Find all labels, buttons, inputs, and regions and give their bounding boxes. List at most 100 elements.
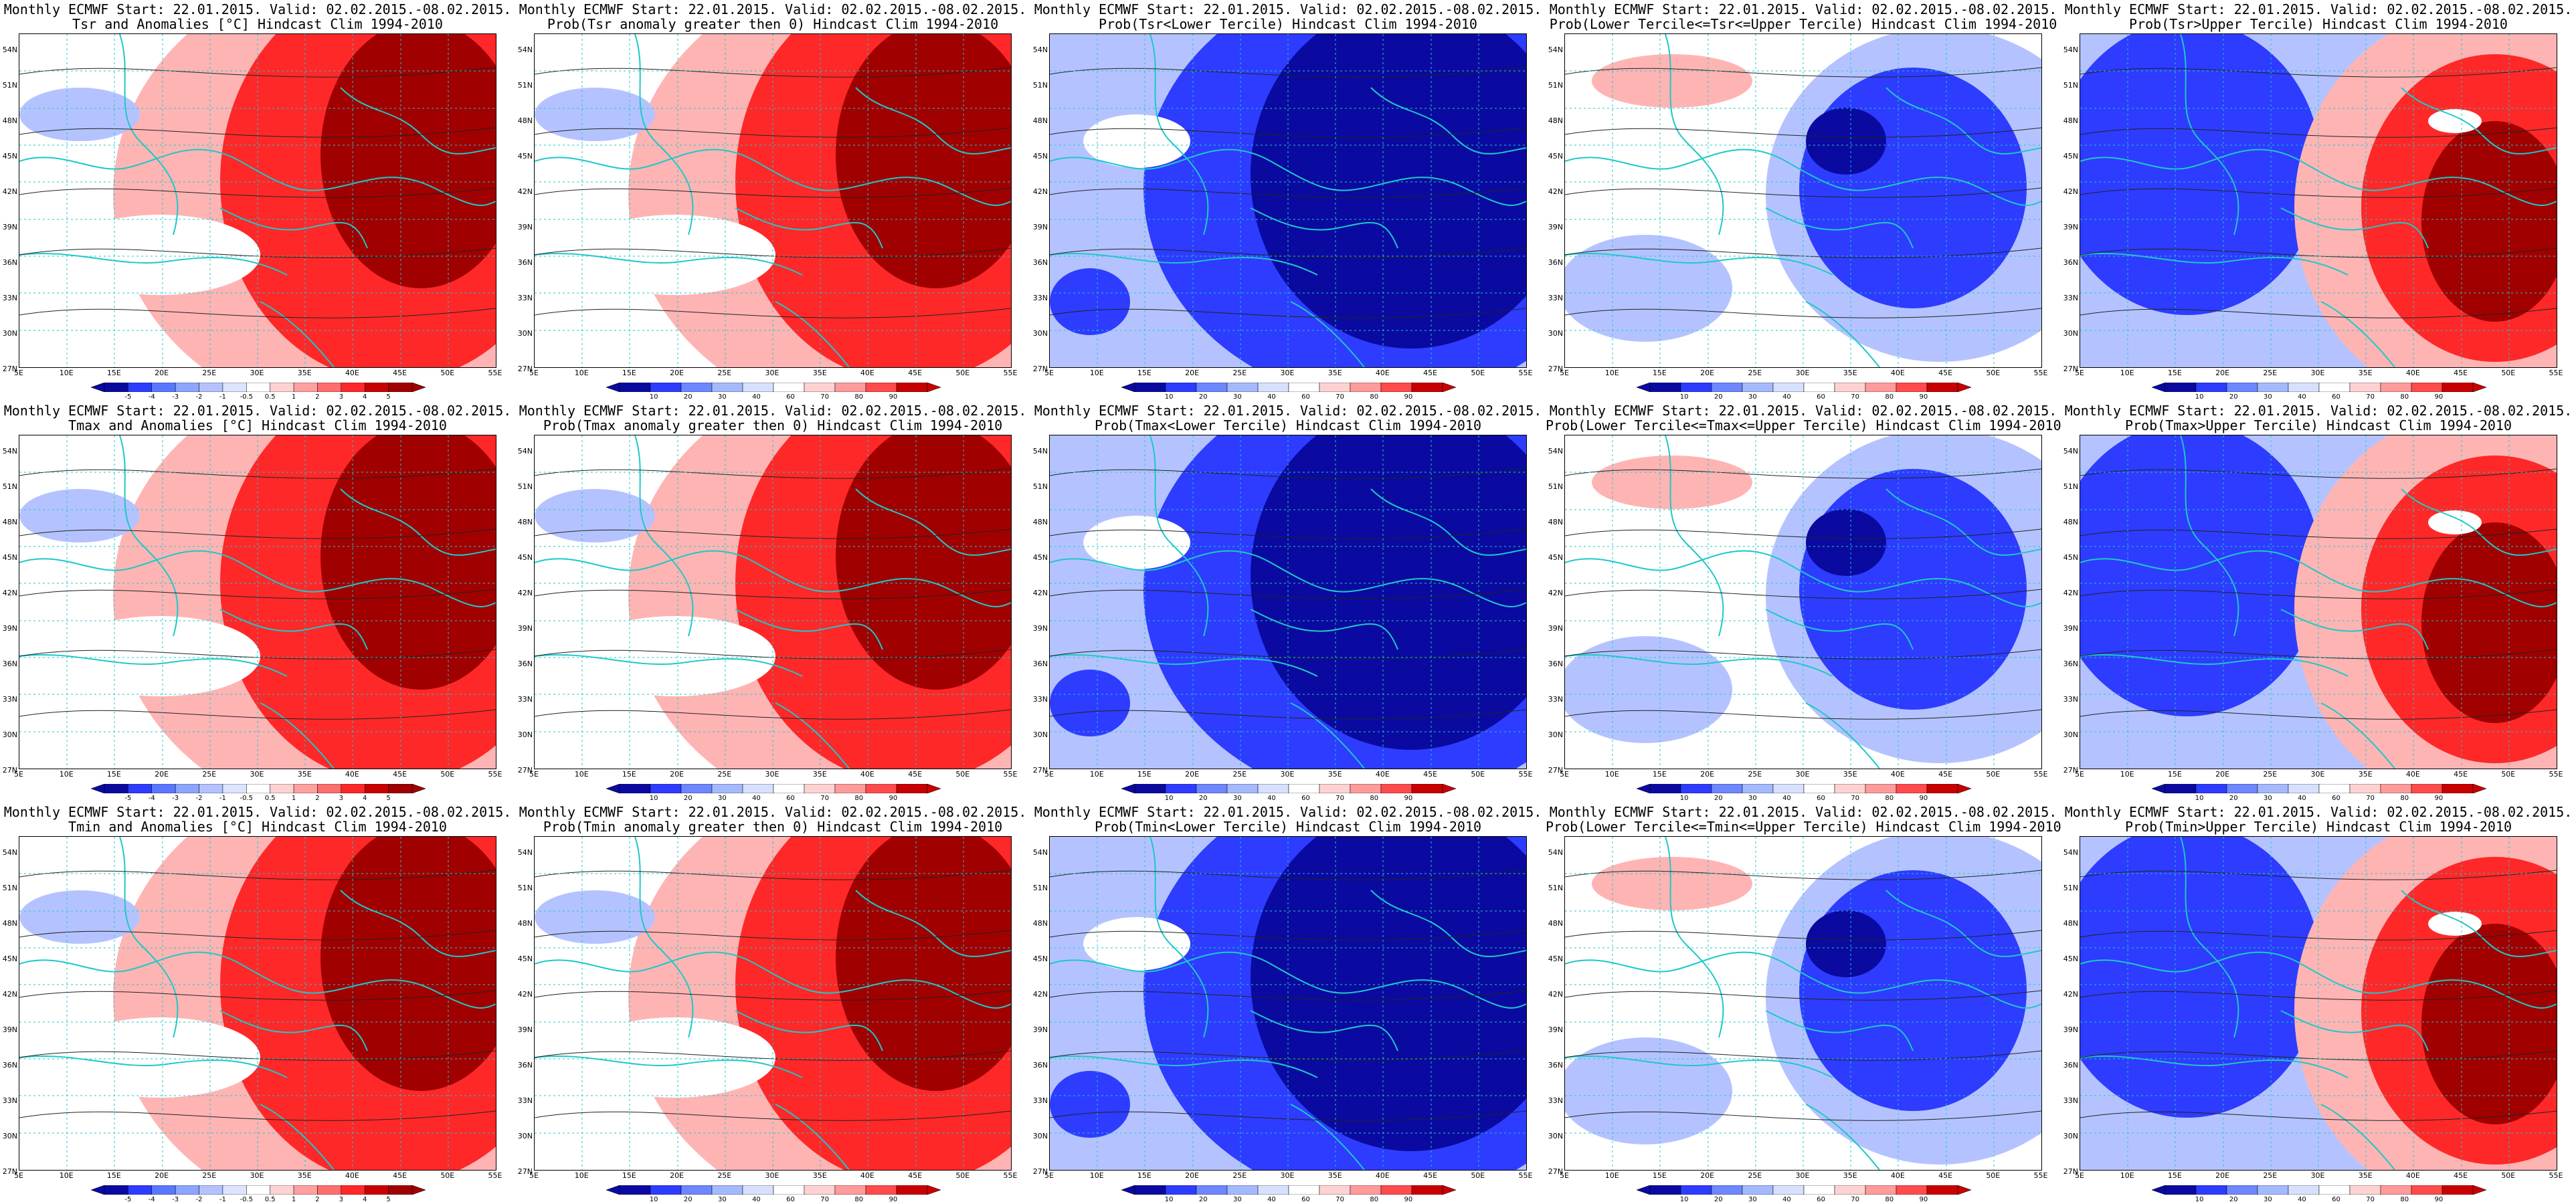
color-bar-tick: 40 [1782,393,1791,401]
longitude-label: 55E [488,369,502,377]
map-area [534,836,1012,1171]
latitude-label: 51N [2,884,17,892]
longitude-label: 45E [1423,1171,1438,1180]
latitude-label: 36N [2063,660,2078,668]
latitude-label: 54N [1032,848,1048,857]
panel-title-line2: Prob(Lower Tercile<=Tsr<=Upper Tercile) … [1549,16,2057,32]
color-bar-tick: 40 [1267,393,1276,401]
latitude-label: 39N [1548,223,1563,231]
color-bar-tick: 0.5 [264,795,276,802]
color-bar-tick: -2 [195,795,203,802]
latitude-label: 27N [1032,766,1048,775]
color-bar-tick: 0.5 [264,393,276,401]
latitude-label: 45N [517,553,533,562]
latitude-label: 33N [1032,294,1048,302]
longitude-label: 30E [250,1171,264,1180]
map-panel: Monthly ECMWF Start: 22.01.2015. Valid: … [1546,0,2061,401]
longitude-label: 40E [860,1171,875,1180]
color-bar-tick: 10 [1679,393,1689,401]
color-bar-tick: 90 [2434,393,2444,401]
latitude-label: 45N [2,553,17,562]
latitude-label: 33N [2,294,17,302]
latitude-label: 27N [2,1167,17,1176]
longitude-label: 10E [1604,369,1619,377]
longitude-label: 40E [1890,770,1905,779]
longitude-label: 55E [1003,369,1018,377]
map-area [19,836,496,1171]
longitude-label: 30E [1280,770,1295,779]
longitude-label: 55E [1518,369,1533,377]
longitude-label: 15E [622,770,636,779]
latitude-label: 54N [1548,447,1563,456]
color-bar-tick: 30 [1232,1196,1242,1203]
latitude-label: 30N [1548,1132,1563,1140]
map-field [1565,435,2041,769]
longitude-label: 15E [622,1171,636,1180]
color-bar-tick: 10 [2195,393,2204,401]
latitude-label: 39N [1548,624,1563,633]
color-bar-tick: -0.5 [240,795,254,802]
panel-title-line1: Monthly ECMWF Start: 22.01.2015. Valid: … [1549,403,2057,419]
panel-title-line2: Tmax and Anomalies [°C] Hindcast Clim 19… [68,417,447,433]
longitude-label: 25E [202,369,217,377]
longitude-label: 5E [1560,1171,1569,1180]
latitude-label: 54N [2,45,17,54]
longitude-label: 25E [2263,369,2278,377]
longitude-label: 30E [1280,369,1295,377]
latitude-label: 33N [2,695,17,704]
panel-title-line2: Prob(Tmin>Upper Tercile) Hindcast Clim 1… [2125,819,2512,835]
latitude-label: 42N [1032,187,1048,196]
longitude-label: 35E [2358,770,2373,779]
latitude-label: 33N [517,695,533,704]
latitude-label: 54N [1548,848,1563,857]
panel-title-line1: Monthly ECMWF Start: 22.01.2015. Valid: … [3,403,512,419]
longitude-label: 20E [155,770,169,779]
longitude-label: 30E [250,369,264,377]
longitude-label: 10E [1089,369,1104,377]
longitude-label: 20E [1700,1171,1715,1180]
color-bar-tick: 30 [1748,393,1757,401]
color-bar-tick: 10 [649,1196,658,1203]
map-area [2080,435,2557,769]
color-bar-tick: 90 [2434,1196,2444,1203]
latitude-label: 48N [1548,919,1563,928]
color-bar-tick: -3 [172,393,179,401]
color-bar-tick: -1 [219,1196,226,1203]
latitude-label: 30N [2,1132,17,1140]
color-bar-tick: 10 [1164,393,1174,401]
color-bar [2152,1185,2486,1195]
longitude-label: 30E [2310,1171,2325,1180]
map-field [1050,34,1526,367]
color-bar [1637,1185,1971,1195]
latitude-label: 27N [2063,1167,2078,1176]
color-bar [606,1185,941,1195]
latitude-label: 48N [1032,919,1048,928]
latitude-label: 39N [2,1025,17,1034]
longitude-label: 35E [297,369,312,377]
longitude-label: 25E [1232,770,1247,779]
color-bar-tick: 20 [2229,393,2238,401]
color-bar [1121,383,1456,392]
longitude-label: 55E [1518,1171,1533,1180]
color-bar-tick: 30 [717,795,727,802]
color-bar-tick: 90 [2434,795,2444,802]
longitude-label: 50E [1986,369,2001,377]
latitude-label: 51N [1548,884,1563,892]
latitude-label: 42N [2,589,17,597]
panel-title-line1: Monthly ECMWF Start: 22.01.2015. Valid: … [2064,403,2573,419]
longitude-label: 45E [393,1171,407,1180]
longitude-label: 35E [1843,770,1857,779]
color-bar-tick: 60 [2332,1196,2340,1203]
latitude-label: 54N [517,848,533,857]
latitude-label: 36N [1548,660,1563,668]
latitude-label: 54N [2,848,17,857]
latitude-label: 45N [2,152,17,161]
color-bar-tick: 70 [1336,795,1345,802]
longitude-label: 45E [2454,369,2468,377]
longitude-label: 35E [812,1171,827,1180]
latitude-label: 30N [1032,329,1048,338]
color-bar-tick: 5 [386,393,391,401]
latitude-label: 48N [517,116,533,125]
longitude-label: 35E [297,770,312,779]
color-bar-tick: 60 [1817,1196,1825,1203]
